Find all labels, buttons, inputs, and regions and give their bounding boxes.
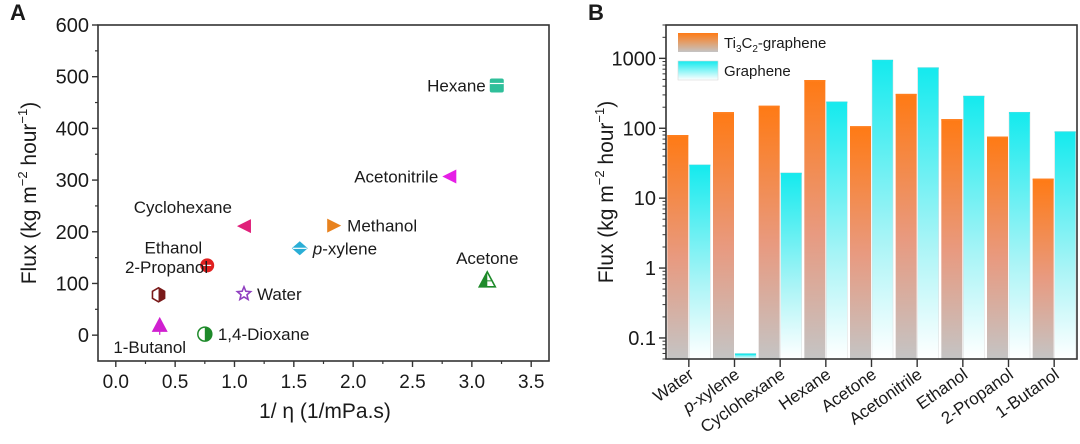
data-point-1-4-dioxane: 1,4-Dioxane [197,325,310,344]
data-point-label: Acetonitrile [354,167,438,186]
panel-a-x-axis: 0.0 0.5 1.0 1.5 2.0 2.5 3.0 3.5 [103,361,544,393]
bar-ti3c2-graphene-acetonitrile [895,93,917,360]
panel-a-label: A [10,0,26,25]
y-tick-label: 10 [634,188,656,210]
marker-star [235,284,253,302]
data-point-2-propanol: 2-Propanol [125,258,208,303]
legend-label-ti3c2-graphene: Ti3C2-graphene [724,35,826,55]
data-point-label: 1,4-Dioxane [218,325,310,344]
data-point-1-butanol: 1-Butanol [113,316,186,357]
bar-ti3c2-graphene-2-propanol [987,136,1008,359]
bar-ti3c2-graphene-cyclohexane [758,105,780,359]
bar-ti3c2-graphene-acetone [850,126,871,360]
panel-b-bars [667,59,1076,360]
panel-b-y-axis-label: Flux (kg m−2 hour−1) [592,101,618,284]
panel-a-y-axis: 0 100 200 300 400 500 600 [56,15,98,347]
bar-graphene-hexane [826,101,848,360]
data-point-acetonitrile: Acetonitrile [354,167,457,186]
data-point-label: Methanol [347,217,417,236]
data-point-label: Cyclohexane [134,198,232,217]
y-tick-label: 500 [56,67,89,89]
bar-ti3c2-graphene-ethanol [941,119,963,359]
x-tick-label: 1.0 [221,372,247,393]
panel-b-label: B [588,0,604,25]
bar-graphene-2-propanol [1009,112,1030,359]
x-tick-label: 0.5 [162,372,188,393]
y-tick-label: 1000 [612,48,657,70]
y-tick-label: 200 [56,222,89,244]
data-point-label: Hexane [427,76,486,95]
bar-graphene-1-butanol [1054,131,1076,359]
marker-triangle-left [442,169,457,184]
data-point-cyclohexane: Cyclohexane [134,198,251,234]
data-point-label: 2-Propanol [125,258,208,277]
data-point-label: Acetone [456,249,518,268]
data-point-hexane: Hexane [427,76,504,95]
y-tick-label: 300 [56,170,89,192]
data-point-label: Ethanol [145,238,203,257]
panel-b: B 0.1 1 10 100 1000 Waterp-xyleneCyclohexane… [588,0,1078,437]
bar-graphene-cyclohexane [780,172,802,359]
data-point-label: 1-Butanol [113,338,186,357]
bar-graphene-water [689,164,711,359]
bar-graphene-p-xylene [735,353,756,359]
y-tick-label: 1 [645,258,656,280]
legend-label-graphene: Graphene [724,63,791,80]
data-point-ethanol: Ethanol [145,238,215,273]
bar-ti3c2-graphene-p-xylene [713,112,734,359]
x-tick-label: 2.5 [399,372,425,393]
bar-ti3c2-graphene-1-butanol [1032,178,1054,359]
legend-swatch-ti3c2-graphene [678,33,718,52]
panel-a-x-axis-label: 1/ η (1/mPa.s) [259,400,391,423]
bar-ti3c2-graphene-water [667,135,689,359]
panel-b-x-axis: Waterp-xyleneCyclohexaneHexaneAcetoneAce… [650,359,1062,437]
data-point-water: Water [235,284,302,304]
x-tick-label: 2.0 [340,372,366,393]
bar-graphene-acetonitrile [917,67,939,359]
marker-triangle-right [327,218,342,233]
y-tick-label: 600 [56,15,89,37]
panel-a-frame [97,24,550,362]
y-tick-label: 100 [623,118,656,140]
panel-b-y-axis: 0.1 1 10 100 1000 [612,24,666,360]
y-tick-label: 0.1 [628,328,656,350]
y-tick-label: 0 [78,325,89,347]
bar-ti3c2-graphene-hexane [804,80,826,359]
panel-a-y-axis-label: Flux (kg m−2 hour−1) [15,102,41,285]
legend-swatch-graphene [677,60,719,81]
panel-a: A 0 100 200 300 400 500 600 0.0 0.5 1.0 1.5 2.0 2.5… [10,0,550,423]
x-tick-label: 1.5 [281,372,307,393]
bar-graphene-acetone [872,59,893,359]
data-point-methanol: Methanol [327,217,417,236]
x-tick-label: 3.0 [459,372,485,393]
panel-a-points: Hexane Acetonitrile Methanol p-xylene Cycloh… [113,76,518,356]
panel-b-legend: Ti3C2-graphene Graphene [677,33,826,81]
marker-triangle-left [236,219,251,234]
x-tick-label: 0.0 [103,372,129,393]
data-point-label: Water [257,285,302,304]
x-tick-label: 3.5 [518,372,544,393]
data-point-acetone: Acetone [456,249,518,288]
data-point-p-xylene: p-xylene [291,239,377,258]
y-tick-label: 100 [56,273,89,295]
marker-square [489,78,504,93]
data-point-label: p-xylene [312,239,377,258]
bar-graphene-ethanol [963,95,985,359]
y-tick-label: 400 [56,118,89,140]
